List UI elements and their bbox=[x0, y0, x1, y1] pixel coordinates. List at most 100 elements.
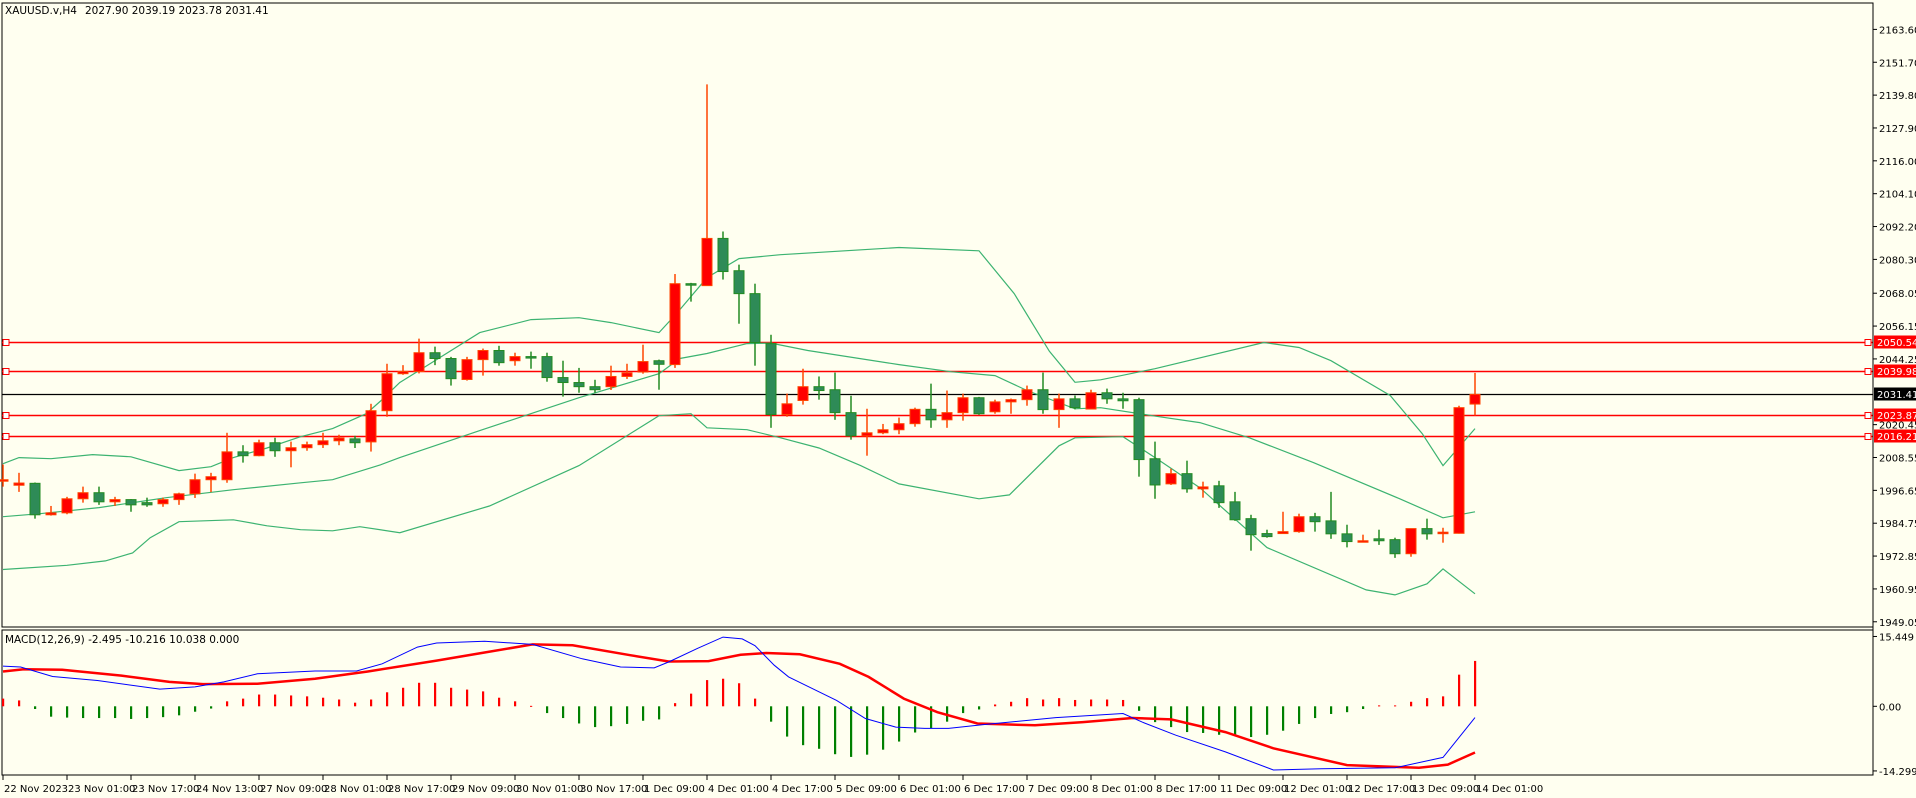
candle-body bbox=[493, 350, 505, 364]
macd-histogram-bar bbox=[434, 682, 437, 707]
candle-body bbox=[205, 476, 217, 481]
macd-histogram-bar bbox=[1426, 698, 1429, 707]
bullish-candle bbox=[381, 363, 393, 417]
candle-body bbox=[1341, 533, 1353, 543]
level-line-left-handle[interactable] bbox=[2, 339, 10, 346]
price-tick-label: 2104.10 bbox=[1879, 190, 1916, 201]
bearish-candle bbox=[525, 351, 537, 369]
bearish-candle bbox=[269, 437, 281, 457]
bearish-candle bbox=[1149, 441, 1161, 499]
candle-body bbox=[877, 429, 889, 434]
macd-histogram-bar bbox=[1282, 706, 1285, 731]
candle-body bbox=[733, 270, 745, 295]
candle-body bbox=[109, 499, 121, 503]
level-line-right-handle[interactable] bbox=[1864, 339, 1872, 346]
bullish-candle bbox=[333, 434, 345, 446]
price-axis[interactable]: 2163.60 2151.70 2139.80 2127.90 2116.00 2104.… bbox=[1872, 3, 1916, 778]
candle-body bbox=[1389, 539, 1401, 555]
horizontal-level-line[interactable] bbox=[2, 412, 1873, 419]
candle-body bbox=[1277, 531, 1289, 535]
candle-body bbox=[749, 293, 761, 344]
level-line-right-handle[interactable] bbox=[1864, 368, 1872, 375]
level-line-right-handle[interactable] bbox=[1864, 412, 1872, 419]
level-price-tag bbox=[1874, 364, 1916, 378]
macd-histogram-bar bbox=[546, 706, 549, 714]
candle-body bbox=[285, 447, 297, 452]
candle-body bbox=[989, 401, 1001, 413]
candle-body bbox=[1357, 540, 1369, 543]
bearish-candle bbox=[93, 486, 105, 505]
candle-body bbox=[349, 438, 361, 444]
candle-body bbox=[605, 375, 617, 388]
bullish-candle bbox=[1197, 481, 1209, 498]
candle-body bbox=[1453, 407, 1465, 534]
time-tick-label: 7 Dec 09:00 bbox=[1028, 784, 1089, 795]
level-line-right-handle[interactable] bbox=[1864, 433, 1872, 440]
candle-body bbox=[45, 512, 57, 516]
price-tick-label: 2056.15 bbox=[1879, 322, 1916, 333]
bearish-candle bbox=[1213, 480, 1225, 508]
level-line-left-handle[interactable] bbox=[2, 368, 10, 375]
time-tick-label: 22 Nov 2023 bbox=[4, 784, 68, 795]
bearish-candle bbox=[973, 396, 985, 415]
main-price-pane[interactable] bbox=[0, 2, 1874, 628]
candle-body bbox=[317, 440, 329, 446]
price-tick-label: 1984.75 bbox=[1879, 519, 1916, 530]
level-line-left-handle[interactable] bbox=[2, 412, 10, 419]
bid-price-tag bbox=[1874, 387, 1916, 401]
bullish-candle bbox=[957, 393, 969, 421]
bearish-candle bbox=[541, 352, 553, 382]
bullish-candle bbox=[253, 439, 265, 457]
bullish-candle bbox=[605, 365, 617, 390]
horizontal-level-line[interactable] bbox=[2, 433, 1873, 440]
bullish-candle bbox=[1053, 393, 1065, 428]
macd-histogram-bar bbox=[66, 706, 69, 718]
bollinger-upper-band bbox=[2, 246, 1476, 472]
bid-price-label: 2031.41 bbox=[1877, 390, 1916, 401]
bearish-candle bbox=[557, 360, 569, 397]
candle-body bbox=[413, 352, 425, 372]
candle-body bbox=[941, 412, 953, 421]
macd-histogram-bar bbox=[722, 678, 725, 707]
horizontal-level-line[interactable] bbox=[2, 368, 1873, 375]
time-tick-label: 12 Dec 17:00 bbox=[1348, 784, 1415, 795]
price-tick-label: 1996.65 bbox=[1879, 486, 1916, 497]
level-price-tag bbox=[1874, 335, 1916, 349]
time-tick-label: 4 Dec 17:00 bbox=[772, 784, 833, 795]
macd-histogram-bar bbox=[530, 705, 533, 707]
bullish-candle bbox=[701, 84, 713, 287]
time-tick-label: 23 Nov 17:00 bbox=[132, 784, 199, 795]
bearish-candle bbox=[125, 499, 137, 512]
macd-histogram-bar bbox=[1042, 699, 1045, 707]
macd-indicator-pane[interactable] bbox=[1, 629, 1874, 776]
time-tick-label: 6 Dec 01:00 bbox=[900, 784, 961, 795]
candle-body bbox=[893, 423, 905, 431]
bearish-candle bbox=[1389, 537, 1401, 558]
bullish-candle bbox=[941, 390, 953, 428]
macd-histogram-bar bbox=[1266, 706, 1269, 735]
candle-body bbox=[509, 356, 521, 362]
macd-histogram-bar bbox=[754, 698, 757, 707]
candle-body bbox=[765, 343, 777, 416]
horizontal-level-line[interactable] bbox=[2, 339, 1873, 346]
macd-histogram-bar bbox=[178, 706, 181, 716]
macd-histogram-bar bbox=[994, 704, 997, 707]
candle-body bbox=[973, 397, 985, 415]
time-tick-label: 29 Nov 09:00 bbox=[452, 784, 519, 795]
candle-body bbox=[797, 386, 809, 401]
candle-body bbox=[653, 360, 665, 365]
macd-histogram-bar bbox=[322, 697, 325, 707]
macd-histogram-bar bbox=[1378, 705, 1381, 707]
macd-histogram-bar bbox=[498, 697, 501, 707]
macd-histogram-bar bbox=[2, 698, 5, 707]
candle-body bbox=[1085, 392, 1097, 410]
price-tick-label: 2044.25 bbox=[1879, 355, 1916, 366]
macd-histogram-bar bbox=[370, 699, 373, 707]
bullish-candle bbox=[1405, 528, 1417, 557]
candle-body bbox=[925, 408, 937, 421]
bullish-candle bbox=[509, 352, 521, 366]
macd-histogram-bar bbox=[642, 706, 645, 721]
level-line-left-handle[interactable] bbox=[2, 433, 10, 440]
